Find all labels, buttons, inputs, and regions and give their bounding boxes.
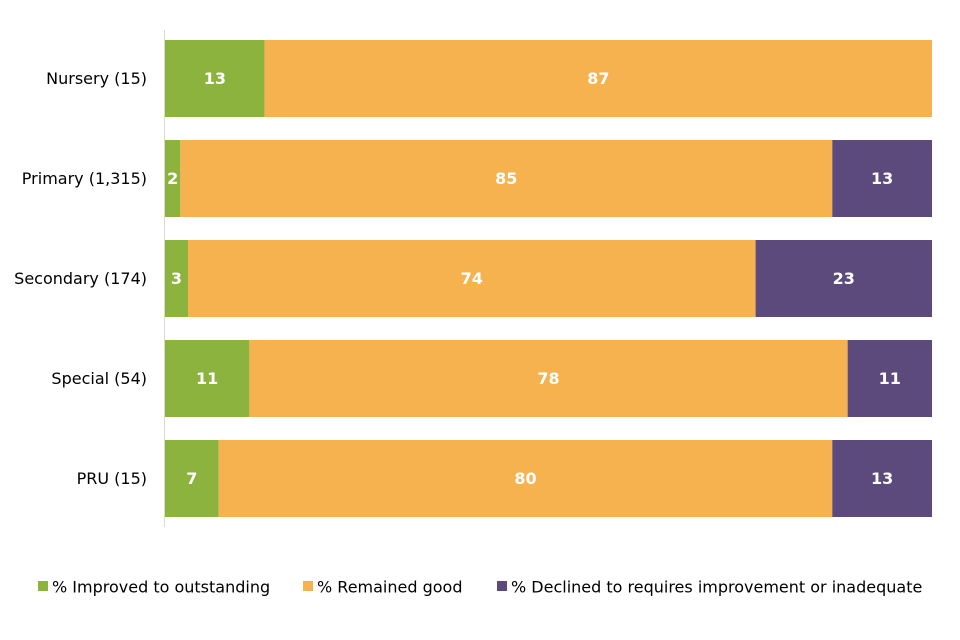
bar-segment (847, 340, 932, 417)
bar-segment (218, 440, 833, 517)
data-label: 85 (495, 169, 517, 188)
data-label: 2 (167, 169, 178, 188)
legend-swatch (497, 581, 507, 591)
bars: 13 87 2 85 13 3 74 23 11 78 11 7 80 13 (165, 40, 933, 517)
legend-swatch (38, 581, 48, 591)
data-label: 78 (537, 369, 559, 388)
data-label: 13 (871, 469, 893, 488)
bar-segment (165, 240, 189, 317)
bar-segment (165, 440, 219, 517)
legend-swatch (303, 581, 313, 591)
legend-label: % Declined to requires improvement or in… (511, 578, 922, 597)
data-label: 13 (204, 69, 226, 88)
data-label: 11 (879, 369, 901, 388)
category-labels: Nursery (15) Primary (1,315) Secondary (17… (14, 69, 147, 488)
category-label: Special (54) (51, 369, 147, 388)
legend: % Improved to outstanding % Remained good… (38, 578, 922, 597)
bar-segment (188, 240, 756, 317)
bar-segment (755, 240, 932, 317)
legend-label: % Improved to outstanding (52, 578, 270, 597)
category-label: PRU (15) (77, 469, 147, 488)
category-label: Nursery (15) (46, 69, 147, 88)
data-label: 23 (833, 269, 855, 288)
data-label: 87 (587, 69, 609, 88)
data-label: 7 (186, 469, 197, 488)
data-label: 11 (196, 369, 218, 388)
category-label: Primary (1,315) (22, 169, 147, 188)
bar-segment (832, 440, 932, 517)
bar-segment (165, 40, 265, 117)
bar-segment (180, 140, 833, 217)
bar-segment (264, 40, 933, 117)
data-label: 80 (514, 469, 536, 488)
data-label: 3 (171, 269, 182, 288)
data-label: 13 (871, 169, 893, 188)
bar-segment (249, 340, 848, 417)
legend-label: % Remained good (317, 578, 462, 597)
data-label: 74 (461, 269, 483, 288)
bar-segment (832, 140, 932, 217)
category-label: Secondary (174) (14, 269, 147, 288)
bar-segment (165, 140, 181, 217)
bar-segment (165, 340, 250, 417)
